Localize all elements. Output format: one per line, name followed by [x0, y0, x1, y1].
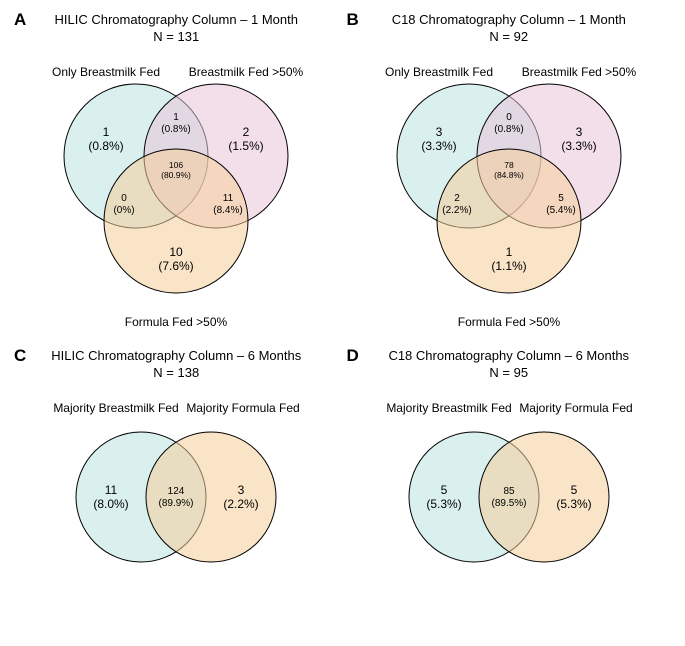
set-label-right: Majority Formula Fed [187, 401, 300, 415]
rA-lr-n: 1 [173, 112, 179, 123]
rC-c-p: (89.9%) [159, 498, 194, 509]
venn2-C: Majority Breastmilk Fed Majority Formula… [11, 382, 341, 592]
rB-left-n: 3 [435, 125, 442, 139]
rB-bot-n: 1 [505, 245, 512, 259]
panel-title-line2: N = 131 [153, 29, 199, 44]
rD-left-n: 5 [440, 483, 447, 497]
rA-bot-p: (7.6%) [159, 259, 194, 273]
rA-c-n: 106 [169, 160, 183, 170]
panel-letter: A [14, 10, 26, 30]
rB-right-p: (3.3%) [561, 139, 596, 153]
rB-lb-p: (2.2%) [442, 205, 471, 216]
rA-right-n: 2 [243, 125, 250, 139]
rA-rb-n: 11 [223, 193, 234, 204]
rB-c-n: 78 [504, 160, 514, 170]
rB-bot-p: (1.1%) [491, 259, 526, 273]
panel-letter: C [14, 346, 26, 366]
rA-lb-p: (0%) [114, 205, 135, 216]
set-label-left: Majority Breastmilk Fed [54, 401, 179, 415]
rC-left-n: 11 [105, 483, 118, 497]
panel-C: C HILIC Chromatography Column – 6 Months… [10, 346, 343, 592]
rA-right-p: (1.5%) [229, 139, 264, 153]
set-label-right: Breastmilk Fed >50% [189, 65, 304, 79]
set-label-bottom: Formula Fed >50% [125, 315, 228, 329]
panel-title-line1: C18 Chromatography Column – 1 Month [392, 12, 626, 27]
panel-title-line1: HILIC Chromatography Column – 6 Months [51, 348, 301, 363]
venn3-A: Only Breastmilk Fed Breastmilk Fed >50% … [11, 46, 341, 346]
rB-left-p: (3.3%) [421, 139, 456, 153]
set-label-left: Only Breastmilk Fed [385, 65, 493, 79]
panel-title-line2: N = 95 [489, 365, 528, 380]
rC-c-n: 124 [168, 486, 185, 497]
rB-rb-p: (5.4%) [546, 205, 575, 216]
panel-title-line2: N = 138 [153, 365, 199, 380]
rD-right-n: 5 [570, 483, 577, 497]
set-label-bottom: Formula Fed >50% [458, 315, 561, 329]
rA-c-p: (80.9%) [161, 170, 191, 180]
set-label-left: Only Breastmilk Fed [52, 65, 160, 79]
panel-letter: D [347, 346, 359, 366]
panel-title: HILIC Chromatography Column – 6 Months N… [10, 348, 343, 382]
set-label-right: Majority Formula Fed [519, 401, 632, 415]
panel-title-line2: N = 92 [489, 29, 528, 44]
rD-c-n: 85 [503, 486, 515, 497]
rC-left-p: (8.0%) [94, 497, 129, 511]
rA-left-p: (0.8%) [89, 139, 124, 153]
rD-right-p: (5.3%) [556, 497, 591, 511]
rD-left-p: (5.3%) [426, 497, 461, 511]
rB-right-n: 3 [575, 125, 582, 139]
panel-title-line1: C18 Chromatography Column – 6 Months [388, 348, 629, 363]
panel-letter: B [347, 10, 359, 30]
rB-c-p: (84.8%) [494, 170, 524, 180]
panel-D: D C18 Chromatography Column – 6 Months N… [343, 346, 676, 592]
venn3-B: Only Breastmilk Fed Breastmilk Fed >50% … [344, 46, 674, 346]
figure-grid: A HILIC Chromatography Column – 1 Month … [10, 10, 675, 592]
panel-title: C18 Chromatography Column – 6 Months N =… [343, 348, 676, 382]
panel-title: HILIC Chromatography Column – 1 Month N … [10, 12, 343, 46]
set-label-left: Majority Breastmilk Fed [386, 401, 511, 415]
rC-right-n: 3 [238, 483, 245, 497]
panel-title-line1: HILIC Chromatography Column – 1 Month [54, 12, 298, 27]
panel-A: A HILIC Chromatography Column – 1 Month … [10, 10, 343, 346]
venn2-D: Majority Breastmilk Fed Majority Formula… [344, 382, 674, 592]
rB-rb-n: 5 [558, 193, 564, 204]
panel-title: C18 Chromatography Column – 1 Month N = … [343, 12, 676, 46]
set-label-right: Breastmilk Fed >50% [522, 65, 637, 79]
rD-c-p: (89.5%) [491, 498, 526, 509]
panel-B: B C18 Chromatography Column – 1 Month N … [343, 10, 676, 346]
rA-left-n: 1 [103, 125, 110, 139]
rB-lr-n: 0 [506, 112, 512, 123]
rB-lb-n: 2 [454, 193, 460, 204]
rB-lr-p: (0.8%) [494, 124, 523, 135]
rA-bot-n: 10 [170, 245, 184, 259]
rC-right-p: (2.2%) [224, 497, 259, 511]
rA-lr-p: (0.8%) [162, 124, 191, 135]
rA-lb-n: 0 [121, 193, 127, 204]
rA-rb-p: (8.4%) [214, 205, 243, 216]
